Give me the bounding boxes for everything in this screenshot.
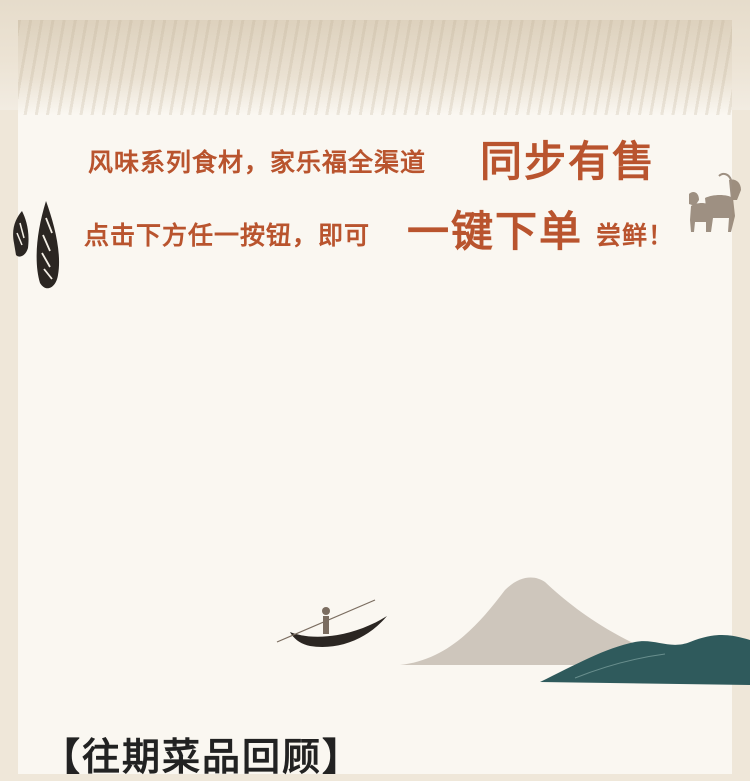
headline-line-1-emphasis: 同步有售 [480, 137, 657, 186]
headline-line-1-text: 风味系列食材，家乐福全渠道 [88, 148, 427, 177]
goats-icon [689, 172, 741, 232]
headline-line-2-text: 点击下方任一按钮，即可 [84, 221, 371, 250]
section-title: 【往期菜品回顾】 [42, 734, 363, 779]
headline-line-2-emphasis: 一键下单 [407, 207, 584, 256]
mountain-boat-landscape [276, 577, 750, 685]
bamboo-shoots-icon [13, 201, 60, 289]
headline-line-2-suffix: 尝鲜！ [596, 221, 675, 250]
